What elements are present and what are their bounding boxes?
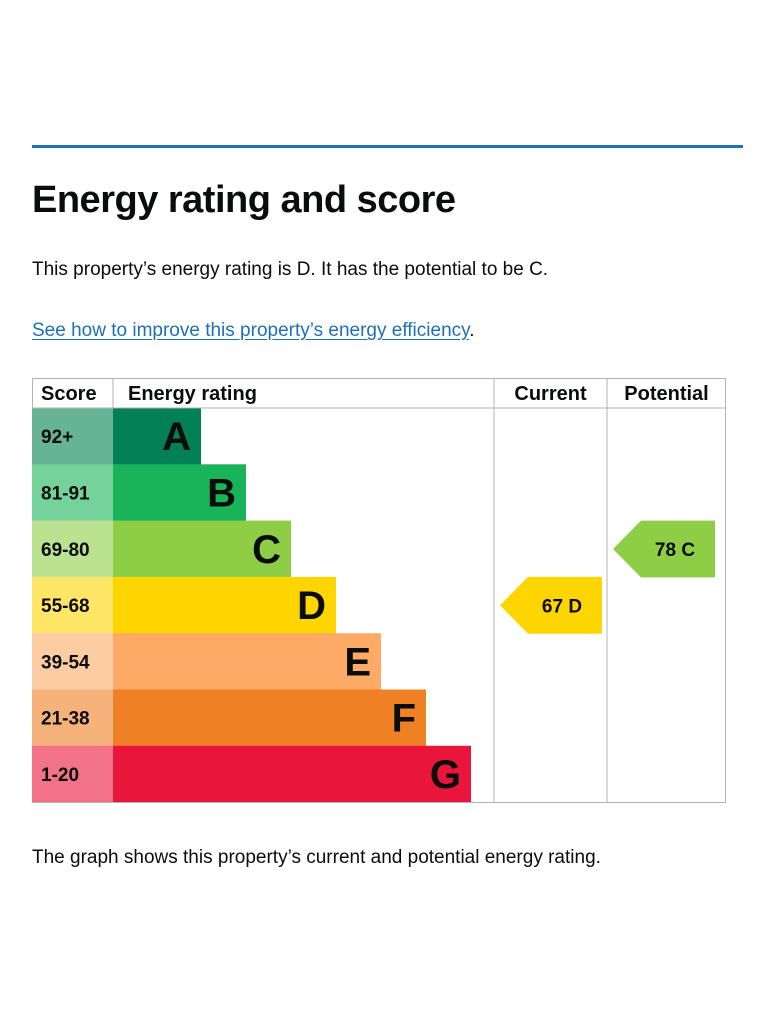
rating-bar-a	[113, 408, 201, 465]
score-label: 1-20	[41, 765, 79, 786]
chart-caption: The graph shows this property’s current …	[32, 847, 601, 868]
score-cell	[32, 689, 113, 747]
header-score: Score	[41, 383, 97, 405]
potential-rating-arrow	[613, 520, 715, 578]
score-label: 92+	[41, 427, 73, 448]
rating-letter: A	[162, 415, 191, 459]
score-label: 39-54	[41, 652, 90, 673]
score-cell	[32, 520, 113, 578]
section-divider	[32, 145, 743, 148]
score-cell	[32, 745, 113, 803]
rating-bar-d	[113, 576, 336, 634]
current-rating-label: 67 D	[542, 596, 582, 617]
rating-letter: D	[297, 584, 326, 628]
score-label: 21-38	[41, 709, 90, 730]
potential-rating-label: 78 C	[655, 540, 695, 561]
rating-letter: B	[207, 471, 236, 515]
rating-bar-b	[113, 464, 246, 522]
rating-bar-g	[113, 745, 471, 803]
score-cell	[32, 464, 113, 522]
rating-letter: C	[252, 528, 281, 572]
rating-bar-f	[113, 689, 426, 747]
score-cell	[32, 576, 113, 634]
improve-efficiency-link[interactable]: See how to improve this property’s energ…	[32, 320, 470, 341]
rating-letter: E	[344, 640, 371, 684]
score-label: 81-91	[41, 483, 90, 504]
current-rating-arrow	[500, 576, 602, 634]
header-potential: Potential	[624, 383, 708, 405]
rating-letter: F	[392, 697, 416, 741]
score-cell	[32, 633, 113, 690]
score-label: 69-80	[41, 540, 90, 561]
energy-rating-chart: 92+ A 81-91 B 69-80 C 55-68 D 39-54 E 21-38 F 1-20 G S…	[32, 378, 726, 803]
rating-letter: G	[430, 753, 461, 797]
improve-link-paragraph: See how to improve this property’s energ…	[32, 317, 475, 345]
header-energy-rating: Energy rating	[128, 383, 257, 405]
rating-summary: This property’s energy rating is D. It h…	[32, 259, 549, 280]
improve-link-suffix: .	[469, 320, 475, 341]
page-title: Energy rating and score	[32, 179, 456, 221]
rating-bar-c	[113, 520, 291, 578]
header-current: Current	[514, 383, 587, 405]
score-cell	[32, 408, 113, 465]
rating-bar-e	[113, 633, 381, 690]
score-label: 55-68	[41, 596, 90, 617]
